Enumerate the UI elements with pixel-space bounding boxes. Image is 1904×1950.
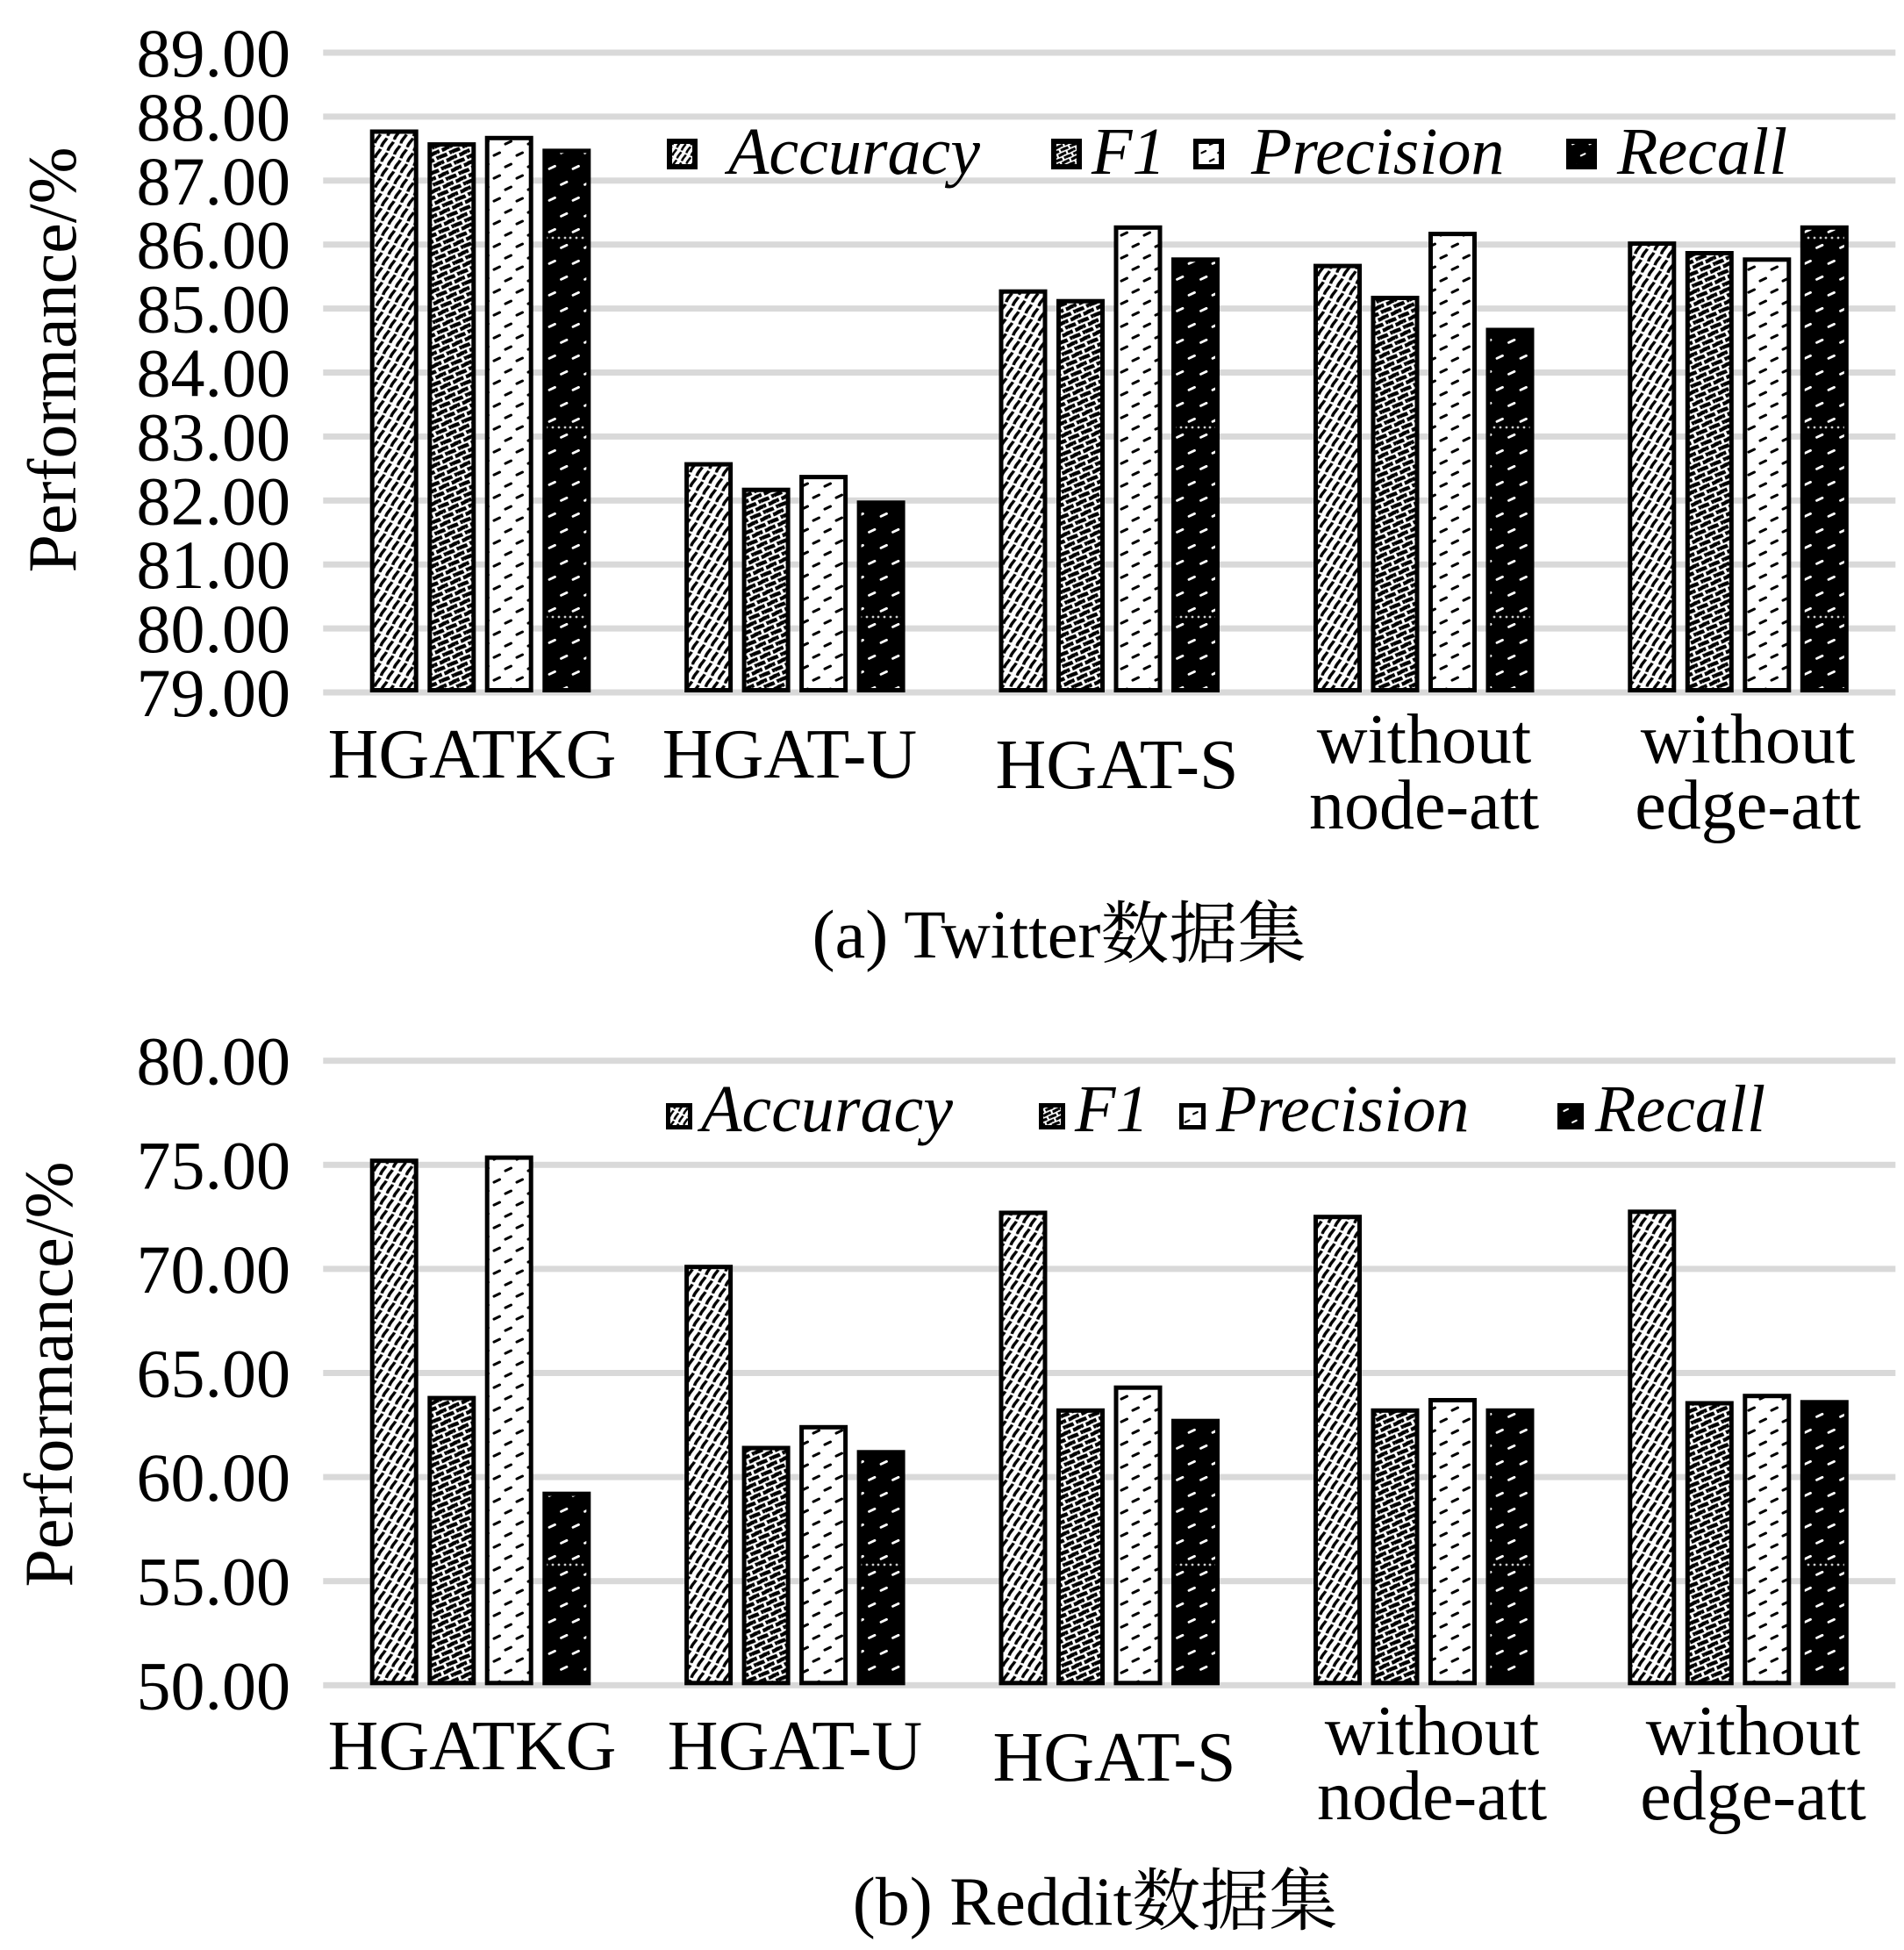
svg-text:Performance/%: Performance/%: [14, 147, 90, 572]
svg-text:83.00: 83.00: [137, 398, 291, 475]
svg-text:node-att: node-att: [1317, 1758, 1547, 1835]
svg-text:HGAT-U: HGAT-U: [662, 716, 917, 793]
svg-text:75.00: 75.00: [137, 1127, 291, 1203]
svg-text:HGATKG: HGATKG: [328, 1708, 617, 1785]
svg-text:85.00: 85.00: [137, 271, 291, 348]
svg-text:F1: F1: [1074, 1072, 1149, 1146]
svg-text:84.00: 84.00: [137, 335, 291, 412]
svg-text:50.00: 50.00: [137, 1647, 291, 1724]
svg-text:(b) Reddit: (b) Reddit: [853, 1863, 1133, 1939]
svg-text:F1: F1: [1091, 115, 1165, 189]
svg-text:without: without: [1325, 1693, 1539, 1770]
svg-text:without: without: [1641, 701, 1855, 778]
svg-text:Precision: Precision: [1250, 115, 1504, 189]
svg-text:89.00: 89.00: [137, 15, 291, 91]
svg-text:88.00: 88.00: [137, 79, 291, 155]
svg-text:82.00: 82.00: [137, 462, 291, 539]
svg-text:Recall: Recall: [1594, 1072, 1765, 1146]
svg-text:Precision: Precision: [1215, 1072, 1469, 1146]
svg-text:edge-att: edge-att: [1635, 767, 1861, 844]
svg-text:edge-att: edge-att: [1640, 1758, 1866, 1835]
svg-text:87.00: 87.00: [137, 143, 291, 219]
svg-text:HGAT-S: HGAT-S: [992, 1719, 1235, 1796]
svg-text:86.00: 86.00: [137, 207, 291, 283]
svg-text:80.00: 80.00: [137, 1023, 291, 1100]
svg-text:81.00: 81.00: [137, 527, 291, 603]
svg-text:without: without: [1646, 1693, 1860, 1770]
svg-text:Accuracy: Accuracy: [697, 1072, 953, 1146]
svg-text:HGAT-S: HGAT-S: [995, 727, 1238, 804]
svg-text:70.00: 70.00: [137, 1231, 291, 1308]
svg-text:Performance/%: Performance/%: [11, 1161, 87, 1587]
svg-text:65.00: 65.00: [137, 1336, 291, 1412]
svg-text:node-att: node-att: [1309, 767, 1539, 844]
svg-text:79.00: 79.00: [137, 655, 291, 731]
svg-text:55.00: 55.00: [137, 1544, 291, 1620]
svg-text:80.00: 80.00: [137, 591, 291, 667]
svg-text:(a) Twitter: (a) Twitter: [812, 896, 1101, 972]
svg-text:Recall: Recall: [1616, 115, 1787, 189]
svg-text:Accuracy: Accuracy: [724, 115, 980, 189]
svg-text:without: without: [1317, 701, 1531, 778]
svg-text:HGAT-U: HGAT-U: [668, 1708, 922, 1785]
svg-text:60.00: 60.00: [137, 1439, 291, 1516]
svg-text:HGATKG: HGATKG: [328, 716, 617, 793]
